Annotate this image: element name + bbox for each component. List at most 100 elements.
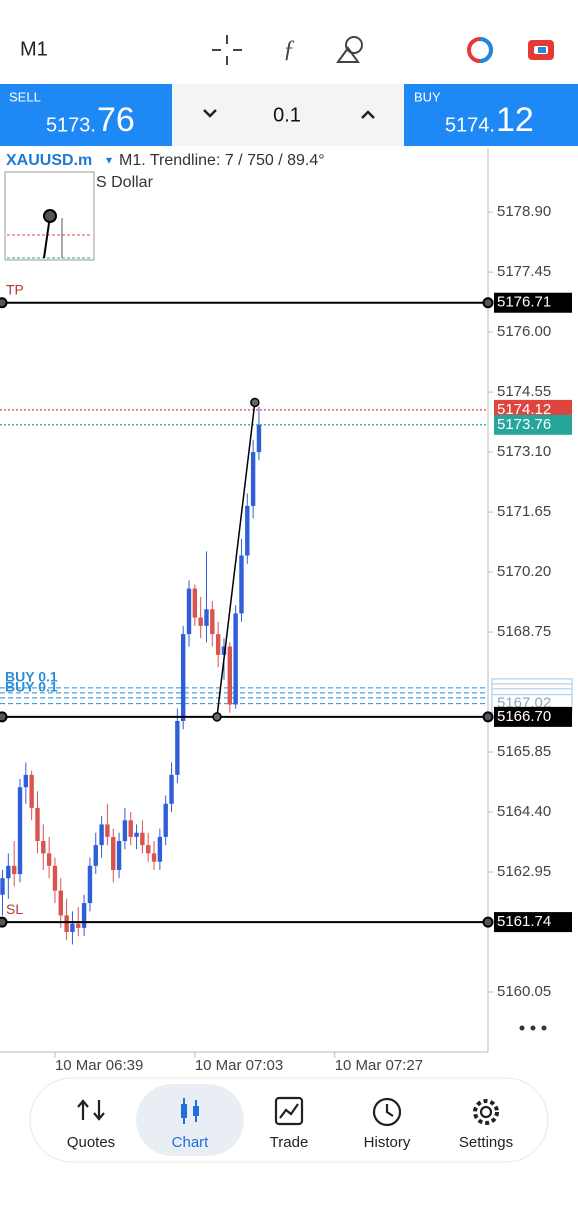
indicator-icon[interactable]: ƒ	[283, 37, 295, 63]
description: S Dollar	[96, 174, 154, 191]
y-tick-label: 5173.10	[497, 443, 551, 460]
level-price-label: 5174.12	[497, 401, 551, 418]
candle-body	[140, 832, 145, 846]
order-text: BUY 0.1	[5, 669, 58, 685]
nav-active-bg	[136, 1084, 244, 1156]
symbol-arrow[interactable]: ▾	[106, 153, 112, 167]
trade-icon[interactable]	[528, 40, 554, 60]
sell-button[interactable]	[0, 84, 172, 146]
level-price-box	[494, 292, 572, 313]
nav-label[interactable]: History	[364, 1134, 411, 1151]
nav-icon	[77, 1099, 105, 1121]
nav-label[interactable]: Settings	[459, 1134, 513, 1151]
x-tick-label: 10 Mar 07:03	[195, 1057, 283, 1074]
level-price-box	[494, 912, 572, 933]
candle-body	[192, 588, 198, 618]
candle-body	[180, 634, 186, 722]
trendline-handle	[250, 397, 260, 408]
candle-body	[210, 609, 215, 635]
candle-body	[169, 774, 174, 804]
y-tick-label: 5168.75	[497, 623, 551, 640]
nav-label[interactable]: Quotes	[67, 1134, 115, 1151]
inset-preview	[4, 171, 95, 261]
objects-icon[interactable]	[336, 36, 363, 63]
candle-body	[128, 820, 133, 837]
level-handle	[482, 297, 494, 309]
candle-body	[116, 840, 122, 870]
lot-size[interactable]: 0.1	[273, 104, 301, 126]
symbol: XAUUSD.m	[6, 152, 92, 169]
candle-body	[35, 807, 40, 841]
y-tick-label: 5170.20	[497, 563, 551, 580]
y-tick-label: 5165.85	[497, 743, 551, 760]
crosshair-icon[interactable]	[212, 35, 242, 65]
candle-body	[29, 774, 34, 808]
sell-label: SELL	[9, 89, 41, 104]
candle-body	[46, 853, 52, 866]
timeframe[interactable]: M1	[20, 38, 48, 60]
nav: Quotes Chart Trade History Settings	[67, 1084, 513, 1156]
y-tick-label: 5176.00	[497, 323, 551, 340]
candle-body	[186, 588, 192, 635]
level-price-label: 5176.71	[497, 294, 551, 311]
candle-body	[146, 845, 151, 854]
buy-button[interactable]	[404, 84, 578, 146]
subtitle: M1. Trendline: 7 / 750 / 89.4°	[119, 152, 325, 169]
buy-label: BUY	[414, 89, 441, 104]
y-tick-label: 5171.65	[497, 503, 551, 520]
level-handle	[482, 711, 494, 723]
candle-body	[70, 923, 75, 933]
candle-body	[99, 824, 104, 846]
candle-body	[76, 923, 81, 928]
trendline-handle	[212, 712, 222, 722]
candle-body	[151, 853, 157, 862]
y-tick-label: 5162.95	[497, 863, 551, 880]
candle-body	[105, 824, 110, 837]
nav-icon	[372, 1097, 402, 1127]
candle-body	[245, 505, 250, 556]
candle-body	[239, 555, 244, 614]
candle-body	[233, 613, 238, 705]
candle-body	[81, 903, 87, 928]
candle-body	[17, 787, 23, 875]
lot-decrease[interactable]	[203, 109, 217, 118]
candle-body	[175, 721, 180, 775]
level-price-label: 5166.70	[497, 708, 551, 725]
nav-label[interactable]: Chart	[172, 1134, 210, 1151]
candle-body	[221, 646, 227, 655]
sell-price-main: 5173.	[46, 114, 96, 136]
buy-price-main: 5174.	[445, 114, 495, 136]
level-price-label: 5161.74	[497, 913, 551, 930]
candle-body	[250, 452, 256, 506]
trendline	[216, 402, 256, 717]
candle-body	[11, 865, 17, 875]
account-icon[interactable]	[467, 37, 493, 63]
nav-icon	[274, 1096, 304, 1126]
candle-body	[215, 634, 221, 655]
order-text: BUY 0.1	[5, 679, 58, 695]
candle-body	[134, 832, 139, 837]
nav-label[interactable]: Trade	[270, 1134, 309, 1151]
x-tick-label: 10 Mar 06:39	[55, 1057, 143, 1074]
lot-increase[interactable]	[361, 110, 375, 119]
candle-body	[122, 820, 128, 841]
candle-body	[64, 915, 69, 933]
y-tick-label: 5160.05	[497, 983, 551, 1000]
level-price-box	[494, 414, 572, 435]
level-handle	[0, 297, 8, 309]
y-tick-label: 5164.40	[497, 803, 551, 820]
y-tick-label: 5174.55	[497, 383, 551, 400]
candle-body	[41, 840, 46, 854]
level-price-label: 5173.76	[497, 416, 551, 433]
level-text: TP	[6, 281, 24, 297]
candle-body	[204, 609, 209, 626]
sell-price-pips: 76	[97, 101, 135, 139]
candle-body	[227, 646, 233, 705]
level-text: SL	[6, 901, 23, 917]
candle-body	[58, 890, 63, 916]
chart: 5178.90 5177.45 5176.00 5174.55 5173.10 5171.…	[0, 203, 573, 1074]
more-menu[interactable]	[519, 1025, 547, 1031]
x-tick-label: 10 Mar 07:27	[335, 1057, 423, 1074]
